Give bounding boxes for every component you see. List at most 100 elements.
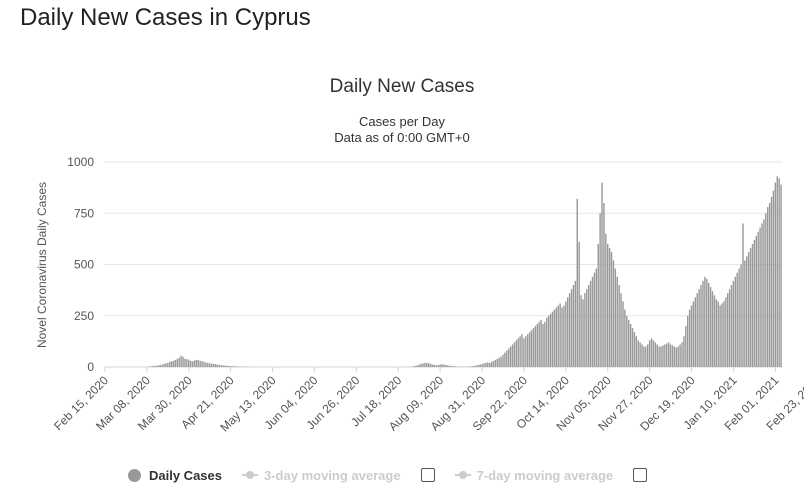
bar[interactable]: [513, 342, 516, 367]
bar[interactable]: [643, 346, 645, 368]
bar[interactable]: [633, 332, 636, 367]
bar[interactable]: [780, 184, 782, 367]
bar[interactable]: [544, 321, 546, 367]
bar[interactable]: [770, 196, 773, 367]
bar[interactable]: [654, 342, 657, 367]
bar[interactable]: [669, 344, 672, 367]
bar[interactable]: [572, 285, 575, 367]
bar[interactable]: [677, 346, 679, 368]
bar[interactable]: [586, 289, 588, 367]
bar[interactable]: [481, 363, 483, 367]
bar[interactable]: [671, 345, 674, 367]
bar[interactable]: [675, 347, 678, 367]
bar[interactable]: [525, 336, 527, 367]
bar[interactable]: [540, 319, 542, 367]
bar[interactable]: [502, 354, 504, 367]
bar[interactable]: [218, 364, 220, 367]
bar[interactable]: [599, 213, 601, 367]
bar[interactable]: [153, 365, 156, 367]
bar[interactable]: [727, 293, 729, 367]
bar[interactable]: [751, 244, 754, 367]
checkbox-3day[interactable]: [420, 468, 435, 482]
bar[interactable]: [186, 359, 188, 367]
bar[interactable]: [228, 365, 230, 367]
bar[interactable]: [742, 223, 744, 368]
bar[interactable]: [650, 338, 653, 367]
bar[interactable]: [715, 299, 718, 367]
bar[interactable]: [662, 345, 664, 367]
bar[interactable]: [477, 364, 479, 367]
bar[interactable]: [702, 280, 704, 367]
bar[interactable]: [437, 364, 439, 367]
bar[interactable]: [761, 223, 763, 368]
bar[interactable]: [565, 301, 567, 367]
bar[interactable]: [416, 365, 419, 367]
bar[interactable]: [629, 323, 632, 367]
legend-item-daily-cases[interactable]: Daily Cases: [128, 468, 222, 483]
bar[interactable]: [429, 363, 432, 367]
bar[interactable]: [447, 365, 449, 367]
bar[interactable]: [530, 330, 533, 367]
bar[interactable]: [607, 244, 609, 367]
bar[interactable]: [568, 293, 571, 367]
bar[interactable]: [528, 332, 531, 367]
bar[interactable]: [504, 352, 506, 367]
bar[interactable]: [167, 362, 169, 367]
bar[interactable]: [201, 361, 203, 367]
bar[interactable]: [778, 178, 780, 367]
bar[interactable]: [441, 364, 443, 367]
bar[interactable]: [452, 366, 455, 367]
bar[interactable]: [208, 363, 211, 367]
bar[interactable]: [713, 295, 716, 367]
bar[interactable]: [549, 313, 552, 367]
bar[interactable]: [763, 219, 765, 367]
bar[interactable]: [517, 338, 519, 367]
bar[interactable]: [589, 280, 592, 367]
bar[interactable]: [721, 303, 723, 367]
bar[interactable]: [212, 363, 215, 367]
bar[interactable]: [507, 348, 510, 367]
bar[interactable]: [203, 361, 205, 368]
bar[interactable]: [157, 365, 159, 367]
bar[interactable]: [637, 340, 639, 367]
bar[interactable]: [487, 362, 489, 367]
bar[interactable]: [168, 361, 171, 368]
bar[interactable]: [753, 239, 756, 367]
bar[interactable]: [226, 365, 228, 367]
bar[interactable]: [624, 309, 626, 367]
bar[interactable]: [744, 260, 746, 367]
legend-item-3day[interactable]: 3-day moving average: [242, 468, 435, 483]
bar[interactable]: [605, 233, 607, 367]
bar[interactable]: [207, 362, 209, 367]
bar[interactable]: [641, 344, 643, 367]
bar[interactable]: [500, 356, 502, 367]
bar[interactable]: [664, 344, 666, 367]
bar[interactable]: [603, 203, 605, 367]
bar[interactable]: [479, 364, 481, 367]
bar[interactable]: [492, 360, 495, 367]
bar[interactable]: [511, 344, 514, 367]
bar[interactable]: [749, 248, 752, 367]
bar[interactable]: [631, 328, 634, 367]
bar[interactable]: [469, 366, 472, 367]
bar[interactable]: [191, 361, 194, 367]
bar[interactable]: [738, 268, 740, 367]
bar[interactable]: [757, 231, 759, 367]
bar[interactable]: [210, 363, 213, 367]
bar[interactable]: [445, 364, 447, 367]
bar[interactable]: [612, 260, 615, 367]
bar[interactable]: [172, 360, 175, 367]
bar[interactable]: [728, 289, 731, 367]
bar[interactable]: [772, 190, 775, 367]
bar[interactable]: [547, 315, 550, 367]
bar[interactable]: [165, 363, 167, 367]
bar[interactable]: [551, 311, 554, 367]
bar[interactable]: [765, 213, 767, 367]
bar[interactable]: [414, 365, 417, 367]
bar[interactable]: [184, 358, 186, 367]
checkbox-7day[interactable]: [633, 468, 648, 482]
bar[interactable]: [422, 363, 424, 367]
bar[interactable]: [582, 299, 584, 367]
bar[interactable]: [428, 363, 430, 367]
bar[interactable]: [149, 366, 152, 367]
